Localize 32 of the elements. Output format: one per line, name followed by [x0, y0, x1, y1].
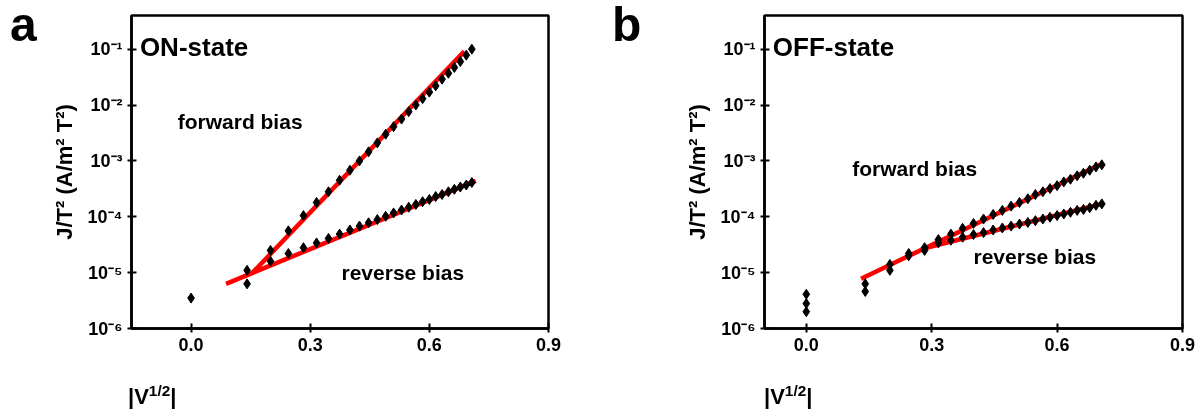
x-tick-label: 0.0	[178, 334, 204, 355]
x-tick-label: 0.9	[1169, 334, 1196, 355]
x-tick-label: 0.3	[297, 334, 323, 355]
y-tick-label: 10⁻⁴	[87, 206, 123, 227]
annotation: reverse bias	[341, 260, 465, 284]
y-tick-label: 10⁻³	[90, 150, 123, 171]
y-tick-label: 10⁻⁴	[720, 206, 756, 227]
y-axis-title: J/T² (A/m² T²)	[51, 104, 77, 240]
x-axis-title: |V$^{1/2}$|	[764, 381, 813, 410]
y-tick-label: 10⁻⁶	[721, 318, 756, 339]
y-tick-label: 10⁻¹	[90, 39, 123, 60]
chart-title: b	[611, 0, 642, 51]
x-tick-label: 0.6	[1044, 334, 1070, 355]
annotation: forward bias	[177, 110, 303, 134]
annotation: OFF-state	[772, 31, 895, 62]
y-tick-label: 10⁻²	[723, 95, 756, 116]
chart-title: a	[9, 0, 37, 51]
annotation: forward bias	[852, 157, 978, 181]
y-tick-label: 10⁻⁶	[88, 318, 123, 339]
x-axis-title: |V$^{1/2}$|	[128, 381, 177, 410]
y-tick-label: 10⁻³	[723, 150, 756, 171]
annotation: ON-state	[139, 31, 249, 62]
y-tick-label: 10⁻⁵	[721, 262, 756, 283]
y-tick-label: 10⁻²	[90, 95, 123, 116]
x-tick-label: 0.6	[416, 334, 442, 355]
y-axis-title: J/T² (A/m² T²)	[684, 104, 710, 240]
x-tick-label: 0.3	[919, 334, 945, 355]
y-tick-label: 10⁻¹	[723, 39, 756, 60]
annotation: reverse bias	[973, 245, 1097, 269]
x-tick-label: 0.9	[535, 334, 562, 355]
x-tick-label: 0.0	[793, 334, 819, 355]
y-tick-label: 10⁻⁵	[88, 262, 123, 283]
